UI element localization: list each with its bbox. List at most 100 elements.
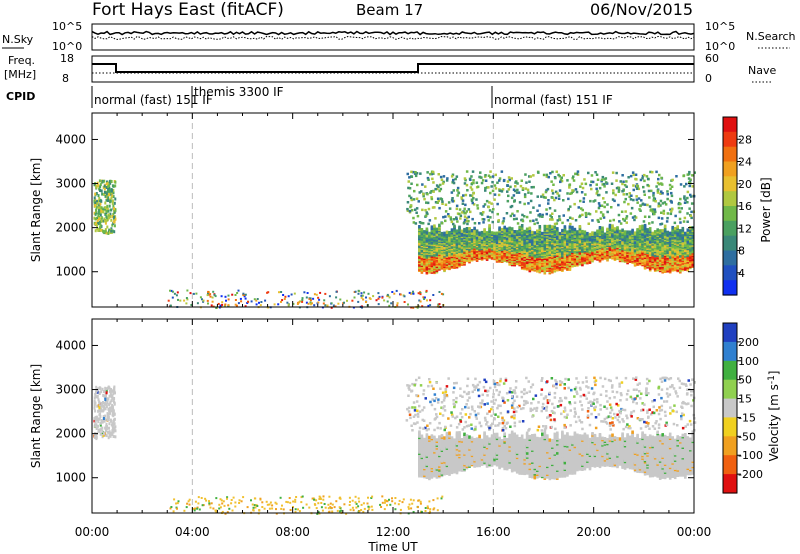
range-cell [97, 194, 100, 198]
range-cell [689, 214, 693, 217]
range-cell [455, 207, 459, 211]
range-cell [680, 207, 683, 210]
range-cell [286, 301, 289, 304]
range-cell [629, 198, 633, 201]
range-cell [96, 404, 99, 408]
range-cell [114, 197, 117, 201]
nsearch-label: N.Search [746, 30, 796, 43]
range-cell [621, 174, 624, 177]
range-cell [224, 303, 227, 306]
range-cell [114, 217, 117, 221]
range-cell [510, 204, 514, 208]
range-cell [410, 209, 414, 212]
range-cell [264, 299, 267, 302]
range-cell [575, 190, 579, 194]
range-cell [512, 188, 516, 191]
range-cell [562, 174, 565, 177]
range-cell [441, 200, 444, 203]
range-cell [100, 390, 103, 394]
range-cell [105, 219, 108, 223]
range-cell [438, 223, 441, 228]
range-cell [641, 203, 645, 206]
colorbar-tick-label: 24 [738, 156, 752, 169]
range-cell [105, 391, 108, 395]
range-cell [426, 171, 429, 174]
range-cell [311, 302, 313, 305]
range-cell [256, 298, 259, 300]
power-colorbar-label: Power [dB] [759, 177, 773, 242]
range-cell [98, 401, 101, 405]
range-cell [99, 213, 102, 217]
range-cell [100, 219, 103, 223]
range-cell [683, 197, 686, 200]
range-cell [109, 434, 112, 438]
range-cell [104, 212, 107, 216]
range-cell [596, 193, 600, 197]
colorbar-tick-label: 28 [738, 133, 752, 146]
range-cell [538, 225, 542, 229]
range-cell [410, 170, 413, 174]
range-cell [94, 201, 97, 205]
range-cell [656, 181, 660, 185]
range-cell [576, 230, 579, 234]
range-cell [98, 197, 101, 200]
range-cell [659, 204, 662, 207]
range-cell [475, 229, 479, 233]
range-cell [490, 202, 493, 205]
range-cell [686, 220, 689, 223]
range-cell [621, 228, 624, 232]
range-cell [407, 303, 409, 306]
range-cell [97, 387, 100, 391]
range-cell [586, 231, 589, 236]
range-cell [95, 390, 97, 394]
range-cell [485, 231, 489, 235]
range-cell [493, 184, 497, 187]
range-cell [618, 220, 621, 223]
range-cell [414, 174, 418, 178]
range-cell [508, 226, 511, 230]
range-cell [470, 198, 474, 201]
range-cell [451, 173, 455, 176]
range-cell [546, 224, 549, 229]
range-cell [227, 304, 230, 307]
range-cell [567, 207, 570, 211]
range-cell [635, 195, 638, 198]
range-cell [108, 386, 111, 390]
range-cell [100, 404, 103, 408]
range-cell [580, 191, 584, 194]
range-cell [388, 296, 391, 299]
range-cell [287, 304, 290, 307]
range-cell [425, 289, 428, 292]
range-cell [516, 188, 519, 192]
range-cell [660, 190, 663, 193]
range-cell [579, 199, 582, 203]
range-cell [351, 299, 354, 302]
range-cell [640, 199, 643, 202]
range-cell [95, 435, 98, 439]
range-cell [112, 195, 115, 199]
range-cell [558, 175, 561, 178]
range-cell [606, 227, 609, 232]
range-cell [190, 304, 193, 306]
range-cell [112, 212, 115, 216]
range-cell [442, 175, 446, 178]
range-cell [498, 179, 501, 182]
range-cell [598, 204, 601, 207]
range-cell [587, 222, 590, 225]
range-cell [547, 199, 550, 202]
range-cell [377, 303, 380, 306]
range-cell [631, 216, 635, 219]
range-cell [658, 229, 662, 233]
range-cell [526, 188, 530, 192]
range-cell [202, 300, 205, 303]
range-cell [103, 184, 106, 188]
range-cell [663, 201, 667, 204]
range-cell [438, 291, 441, 293]
range-cell [301, 299, 304, 301]
range-cell [234, 294, 237, 296]
range-cell [105, 429, 107, 433]
range-cell [517, 191, 521, 194]
range-cell [459, 214, 463, 217]
range-cell [108, 409, 111, 413]
range-cell [679, 221, 682, 224]
